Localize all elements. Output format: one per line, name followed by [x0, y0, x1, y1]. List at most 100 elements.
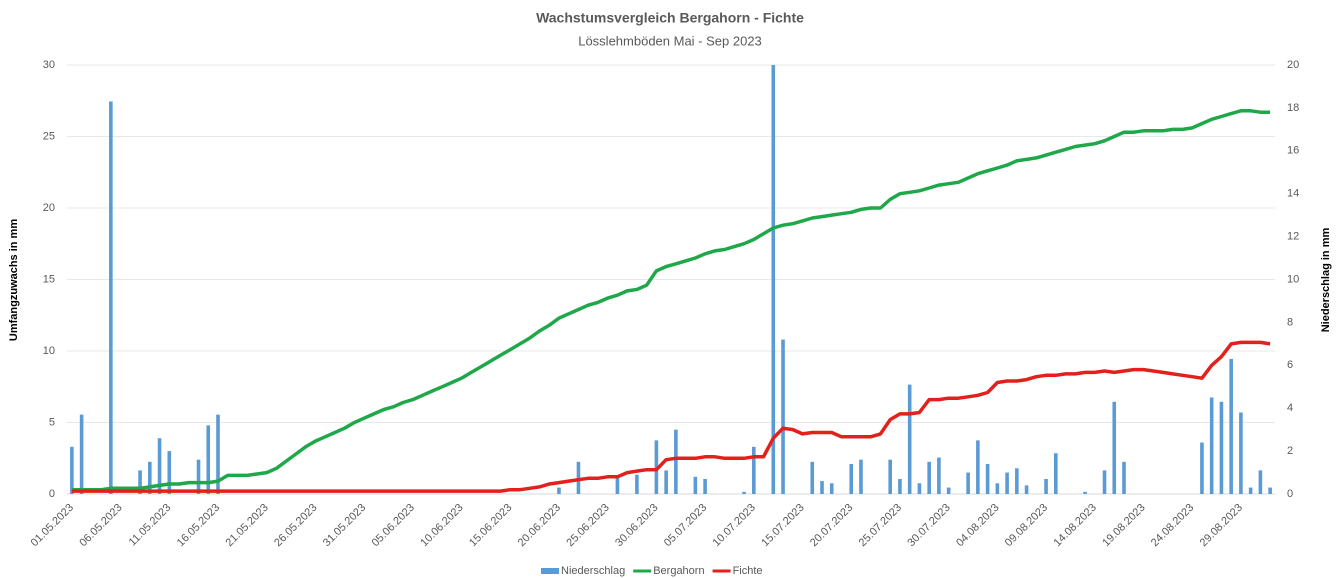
x-tick-label: 21.05.2023 [223, 502, 270, 549]
y-tick-label: 10 [43, 345, 55, 357]
y2-tick-label: 10 [1287, 273, 1299, 285]
x-tick-label: 14.08.2023 [1052, 502, 1099, 549]
bar [1024, 485, 1029, 494]
bar [1005, 472, 1009, 494]
x-tick-label: 11.05.2023 [127, 502, 174, 549]
bar [1054, 453, 1058, 494]
bar [206, 425, 211, 494]
bar [937, 457, 941, 494]
x-tick-label: 29.08.2023 [1198, 502, 1245, 549]
bar [985, 463, 990, 494]
y2-tick-label: 0 [1287, 488, 1293, 500]
bar [196, 459, 201, 494]
y2-tick-label: 20 [1287, 59, 1299, 71]
bar [917, 483, 922, 494]
legend-label: Fichte [733, 565, 763, 577]
legend-swatch [541, 568, 559, 574]
y2-tick-label: 6 [1287, 359, 1293, 371]
line [71, 109, 1271, 492]
bar [946, 487, 951, 494]
bar [1112, 401, 1117, 494]
x-tick-label: 25.07.2023 [857, 502, 904, 549]
y-tick-label: 15 [43, 273, 55, 285]
x-tick-label: 20.07.2023 [808, 502, 855, 549]
bar [976, 440, 980, 494]
bar [1268, 487, 1272, 494]
bar [820, 481, 824, 494]
bar [148, 461, 152, 494]
y2-tick-label: 8 [1287, 316, 1293, 328]
x-tick-label: 20.06.2023 [516, 502, 563, 549]
x-tick-label: 31.05.2023 [321, 502, 368, 549]
y2-tick-label: 2 [1287, 445, 1293, 457]
y2-tick-label: 16 [1287, 145, 1299, 157]
x-tick-label: 09.08.2023 [1003, 502, 1050, 549]
x-tick-label: 05.07.2023 [662, 502, 709, 549]
x-tick-label: 05.06.2023 [370, 502, 417, 549]
bar [615, 476, 620, 494]
bar [138, 470, 142, 494]
line [71, 340, 1271, 493]
bar [742, 491, 746, 494]
bar [966, 472, 970, 494]
x-tick-label: 01.05.2023 [29, 502, 76, 549]
bar [157, 438, 162, 494]
bar [654, 440, 659, 494]
legend-label: Bergahorn [653, 565, 704, 577]
x-tick-label: 25.06.2023 [564, 502, 611, 549]
x-tick-label: 30.06.2023 [613, 502, 660, 549]
bar [1248, 487, 1253, 494]
bar [927, 461, 931, 494]
bar [1044, 478, 1048, 494]
y-tick-label: 25 [43, 130, 55, 142]
y2-tick-label: 18 [1287, 102, 1299, 114]
bar [1258, 470, 1263, 494]
chart-title: Wachstumsvergleich Bergahorn - Fichte [536, 10, 804, 26]
y2-tick-label: 4 [1287, 402, 1293, 414]
bar [771, 65, 776, 494]
y2-tick-label: 12 [1287, 231, 1299, 243]
bar [79, 414, 84, 494]
bar [1200, 442, 1204, 494]
bar [829, 483, 834, 494]
legend-label: Niederschlag [561, 565, 625, 577]
bar [635, 474, 639, 494]
bar [693, 476, 698, 494]
bar [1122, 461, 1126, 494]
x-tick-label: 24.08.2023 [1149, 502, 1196, 549]
bar [557, 487, 561, 494]
bar [664, 470, 668, 494]
bar [810, 461, 815, 494]
bar [1229, 358, 1233, 494]
x-tick-label: 10.07.2023 [711, 502, 758, 549]
bar [1209, 397, 1214, 494]
y-tick-label: 20 [43, 202, 55, 214]
y2-axis-label: Niederschlag in mm [1320, 228, 1332, 333]
bar [674, 429, 678, 494]
bar [907, 384, 912, 494]
x-tick-label: 26.05.2023 [272, 502, 319, 549]
chart-subtitle: Lösslehmböden Mai - Sep 2023 [578, 33, 762, 48]
bar [167, 451, 172, 494]
bar [898, 478, 902, 494]
x-tick-label: 04.08.2023 [954, 502, 1001, 549]
y-axis-label: Umfangzuwachs in mm [8, 219, 20, 341]
bar [859, 459, 863, 494]
bar [70, 446, 74, 494]
x-tick-label: 30.07.2023 [905, 502, 952, 549]
x-tick-label: 16.05.2023 [175, 502, 222, 549]
bar [1239, 412, 1243, 494]
bar [1083, 491, 1087, 494]
x-tick-label: 15.07.2023 [759, 502, 806, 549]
x-tick-label: 19.08.2023 [1100, 502, 1147, 549]
bar [703, 478, 707, 494]
x-tick-label: 10.06.2023 [418, 502, 465, 549]
bar [1219, 401, 1224, 494]
y2-tick-label: 14 [1287, 188, 1299, 200]
bar [849, 463, 854, 494]
bar [752, 446, 756, 494]
x-tick-label: 06.05.2023 [77, 502, 124, 549]
bar [888, 459, 892, 494]
x-tick-label: 15.06.2023 [467, 502, 514, 549]
